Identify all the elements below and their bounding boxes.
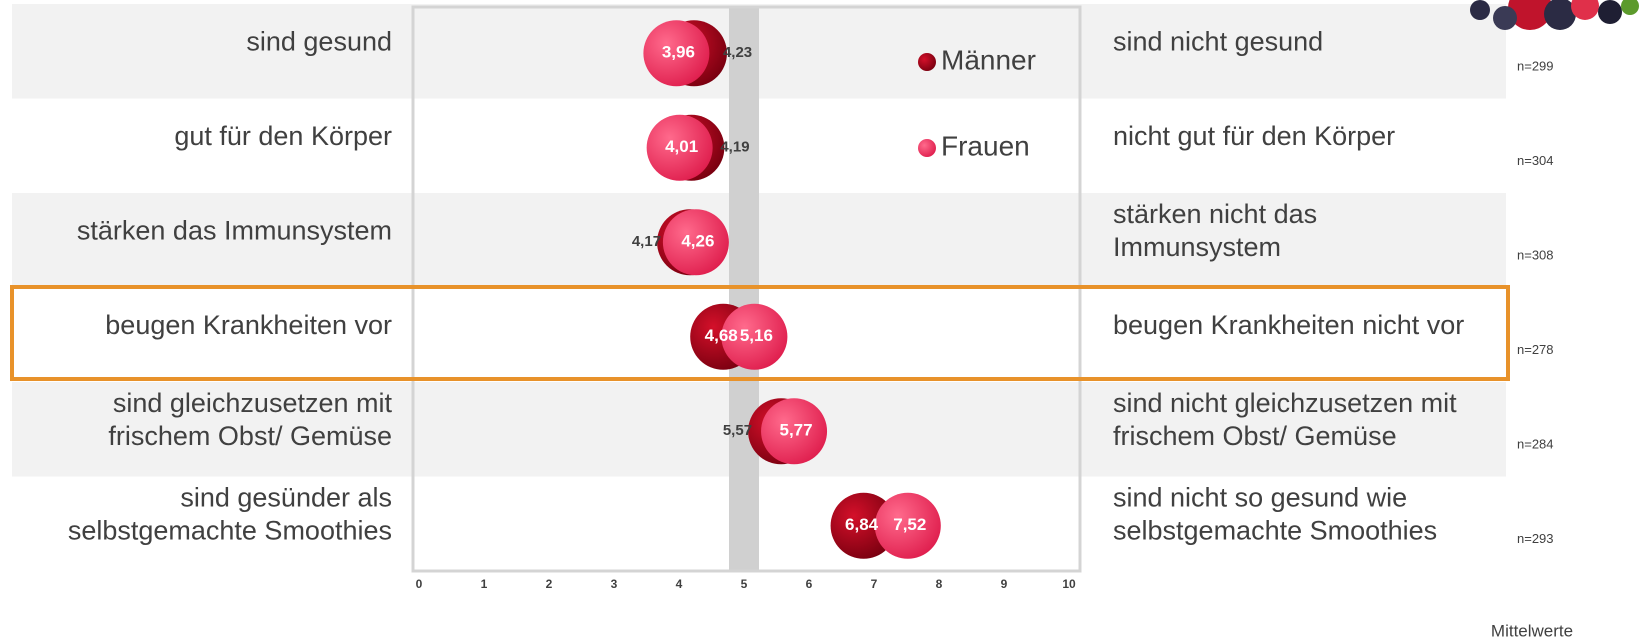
legend-swatch	[918, 53, 936, 71]
note: Mittelwerte	[1491, 621, 1573, 640]
right-label: Immunsystem	[1113, 232, 1281, 262]
right-label: frischem Obst/ Gemüse	[1113, 421, 1397, 451]
right-label: stärken nicht das	[1113, 199, 1317, 229]
left-label: sind gesund	[246, 26, 392, 56]
x-tick-label: 5	[741, 577, 748, 591]
dot	[761, 398, 828, 465]
right-label: sind nicht so gesund wie	[1113, 482, 1407, 512]
value-label: 5,77	[780, 421, 813, 440]
n-label: n=278	[1517, 342, 1554, 357]
value-label: 4,68	[705, 326, 738, 345]
x-tick-label: 10	[1062, 577, 1076, 591]
n-label: n=299	[1517, 59, 1554, 74]
x-tick-label: 9	[1001, 577, 1008, 591]
left-label: beugen Krankheiten vor	[105, 310, 392, 340]
value-label: 7,52	[893, 515, 926, 534]
right-label: nicht gut für den Körper	[1113, 121, 1395, 151]
left-label: sind gesünder als	[180, 482, 392, 512]
dot	[874, 492, 941, 559]
value-label: 3,96	[662, 43, 695, 62]
value-label: 4,17	[632, 233, 661, 250]
dot	[721, 303, 788, 370]
x-tick-label: 3	[611, 577, 618, 591]
n-label: n=308	[1517, 248, 1554, 263]
value-label: 4,19	[720, 139, 749, 156]
left-label: sind gleichzusetzen mit	[113, 388, 393, 418]
value-label: 4,26	[681, 232, 714, 251]
dot	[646, 114, 713, 181]
x-tick-label: 1	[481, 577, 488, 591]
right-label: selbstgemachte Smoothies	[1113, 515, 1437, 545]
x-tick-label: 2	[546, 577, 553, 591]
value-label: 5,57	[723, 422, 752, 439]
legend-swatch	[918, 139, 936, 157]
x-tick-label: 4	[676, 577, 683, 591]
value-label: 6,84	[845, 515, 879, 534]
left-label: gut für den Körper	[174, 121, 392, 151]
left-label: selbstgemachte Smoothies	[68, 515, 392, 545]
right-label: beugen Krankheiten nicht vor	[1113, 310, 1464, 340]
legend-label: Frauen	[941, 130, 1030, 161]
value-label: 4,23	[723, 44, 752, 61]
right-label: sind nicht gleichzusetzen mit	[1113, 388, 1457, 418]
n-label: n=293	[1517, 531, 1554, 546]
x-tick-label: 7	[871, 577, 878, 591]
legend-label: Männer	[941, 44, 1036, 75]
value-label: 5,16	[740, 326, 773, 345]
dot	[662, 209, 729, 276]
left-label: frischem Obst/ Gemüse	[108, 421, 392, 451]
x-tick-label: 6	[806, 577, 813, 591]
n-label: n=304	[1517, 153, 1554, 168]
value-label: 4,01	[665, 137, 698, 156]
x-tick-label: 8	[936, 577, 943, 591]
left-label: stärken das Immunsystem	[77, 215, 392, 245]
n-label: n=284	[1517, 437, 1554, 452]
x-tick-label: 0	[416, 577, 423, 591]
dot	[643, 20, 710, 87]
berries	[1470, 0, 1639, 30]
right-label: sind nicht gesund	[1113, 26, 1323, 56]
highlight-box	[10, 285, 1510, 381]
